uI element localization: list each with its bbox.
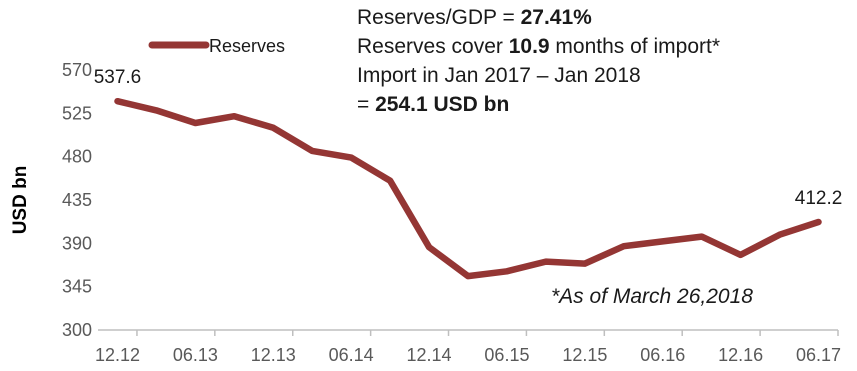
- import-cover-value: 10.9: [508, 35, 550, 58]
- data-labels: 537.6 412.2: [94, 67, 843, 209]
- import-cover-line: Reserves cover 10.9 months of import*: [357, 35, 720, 58]
- x-tick-label: 06.14: [329, 345, 374, 365]
- y-tick-label: 570: [62, 60, 92, 80]
- y-tick-label: 480: [62, 147, 92, 167]
- x-tick-label: 12.16: [718, 345, 763, 365]
- y-tick-label: 300: [62, 320, 92, 340]
- import-total-line: = 254.1 USD bn: [357, 93, 510, 116]
- y-tick-label: 345: [62, 277, 92, 297]
- y-tick-label: 525: [62, 103, 92, 123]
- x-tick-label: 12.15: [562, 345, 607, 365]
- y-tick-label: 390: [62, 233, 92, 253]
- x-tick-label: 12.13: [251, 345, 296, 365]
- import-total-value: 254.1 USD bn: [375, 93, 510, 116]
- legend-label: Reserves: [209, 36, 285, 56]
- x-tick-label: 06.17: [796, 345, 841, 365]
- series-line-reserves: [114, 97, 822, 280]
- as-of-note: *As of March 26,2018: [551, 285, 753, 308]
- y-tick-label: 435: [62, 190, 92, 210]
- annotation-block: Reserves/GDP = 27.41% Reserves cover 10.…: [357, 3, 720, 119]
- plot-area: [114, 97, 822, 280]
- data-label: 412.2: [795, 188, 843, 209]
- import-period-line: Import in Jan 2017 – Jan 2018: [357, 64, 641, 87]
- legend: Reserves: [148, 36, 285, 56]
- reserves-gdp-line: Reserves/GDP = 27.41%: [357, 6, 592, 29]
- y-axis-label: USD bn: [10, 166, 31, 235]
- x-tick-label: 06.16: [640, 345, 685, 365]
- x-tick-label: 06.13: [173, 345, 218, 365]
- reserves-gdp-value: 27.41%: [520, 6, 592, 29]
- x-axis: 12.12 06.13 12.13 06.14 12.14 06.15 12.15 06.16…: [95, 330, 841, 365]
- x-tick-label: 12.12: [95, 345, 140, 365]
- x-tick-label: 12.14: [407, 345, 452, 365]
- y-axis: 300 345 390 435 480 525 570: [62, 60, 92, 340]
- x-tick-label: 06.15: [484, 345, 529, 365]
- data-label: 537.6: [94, 67, 142, 88]
